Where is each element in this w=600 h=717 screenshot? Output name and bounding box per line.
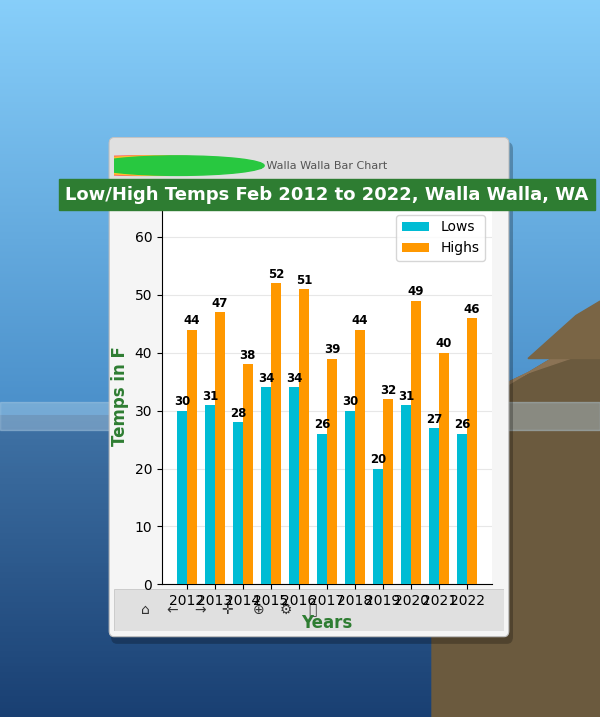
Text: 34: 34 xyxy=(258,372,274,385)
Text: ⚙: ⚙ xyxy=(280,603,292,617)
Text: 31: 31 xyxy=(398,389,415,402)
Text: 32: 32 xyxy=(380,384,396,397)
Y-axis label: Temps in F: Temps in F xyxy=(111,346,129,446)
Bar xyxy=(355,330,365,584)
Bar xyxy=(317,434,327,584)
Bar xyxy=(205,405,215,584)
Text: ⊕: ⊕ xyxy=(253,603,264,617)
Text: 40: 40 xyxy=(436,338,452,351)
Text: 39: 39 xyxy=(324,343,340,356)
Text: 31: 31 xyxy=(202,389,218,402)
Circle shape xyxy=(53,156,225,176)
Bar xyxy=(261,387,271,584)
Bar xyxy=(233,422,243,584)
Bar xyxy=(215,312,224,584)
Bar xyxy=(327,358,337,584)
Text: 💾: 💾 xyxy=(309,603,317,617)
FancyBboxPatch shape xyxy=(114,589,504,631)
Text: →: → xyxy=(194,603,206,617)
Polygon shape xyxy=(432,330,600,717)
Bar xyxy=(457,434,467,584)
X-axis label: Years: Years xyxy=(301,614,353,632)
Bar xyxy=(401,405,411,584)
Text: 49: 49 xyxy=(408,285,424,298)
Text: 38: 38 xyxy=(239,349,256,362)
Bar xyxy=(411,300,421,584)
Text: 26: 26 xyxy=(454,419,470,432)
Bar xyxy=(467,318,477,584)
Text: 51: 51 xyxy=(296,274,312,287)
Bar xyxy=(299,289,309,584)
Bar xyxy=(271,283,281,584)
Text: 44: 44 xyxy=(352,314,368,327)
Bar xyxy=(383,399,393,584)
Bar xyxy=(0,402,600,430)
Legend: Lows, Highs: Lows, Highs xyxy=(396,215,485,261)
Text: ←: ← xyxy=(167,603,178,617)
Bar xyxy=(243,364,253,584)
Text: 27: 27 xyxy=(426,413,442,426)
Text: 46: 46 xyxy=(464,303,481,315)
Text: ✛: ✛ xyxy=(221,603,233,617)
Text: Pam's Walla Walla Bar Chart: Pam's Walla Walla Bar Chart xyxy=(230,161,388,171)
Text: 30: 30 xyxy=(174,395,190,408)
Bar xyxy=(289,387,299,584)
Circle shape xyxy=(92,156,264,176)
Bar xyxy=(373,468,383,584)
Text: 30: 30 xyxy=(342,395,358,408)
Text: 26: 26 xyxy=(314,419,330,432)
Text: ⌂: ⌂ xyxy=(141,603,149,617)
Bar xyxy=(177,411,187,584)
Bar xyxy=(187,330,197,584)
Bar xyxy=(345,411,355,584)
Title: Low/High Temps Feb 2012 to 2022, Walla Walla, WA: Low/High Temps Feb 2012 to 2022, Walla W… xyxy=(65,186,589,204)
Bar xyxy=(439,353,449,584)
Polygon shape xyxy=(432,330,600,452)
Polygon shape xyxy=(528,301,600,358)
Text: 28: 28 xyxy=(230,407,246,420)
Bar xyxy=(430,428,439,584)
Text: 34: 34 xyxy=(286,372,302,385)
Text: 44: 44 xyxy=(184,314,200,327)
Text: 47: 47 xyxy=(212,297,228,310)
Text: 52: 52 xyxy=(268,268,284,281)
Circle shape xyxy=(73,156,245,176)
Text: 20: 20 xyxy=(370,453,386,466)
